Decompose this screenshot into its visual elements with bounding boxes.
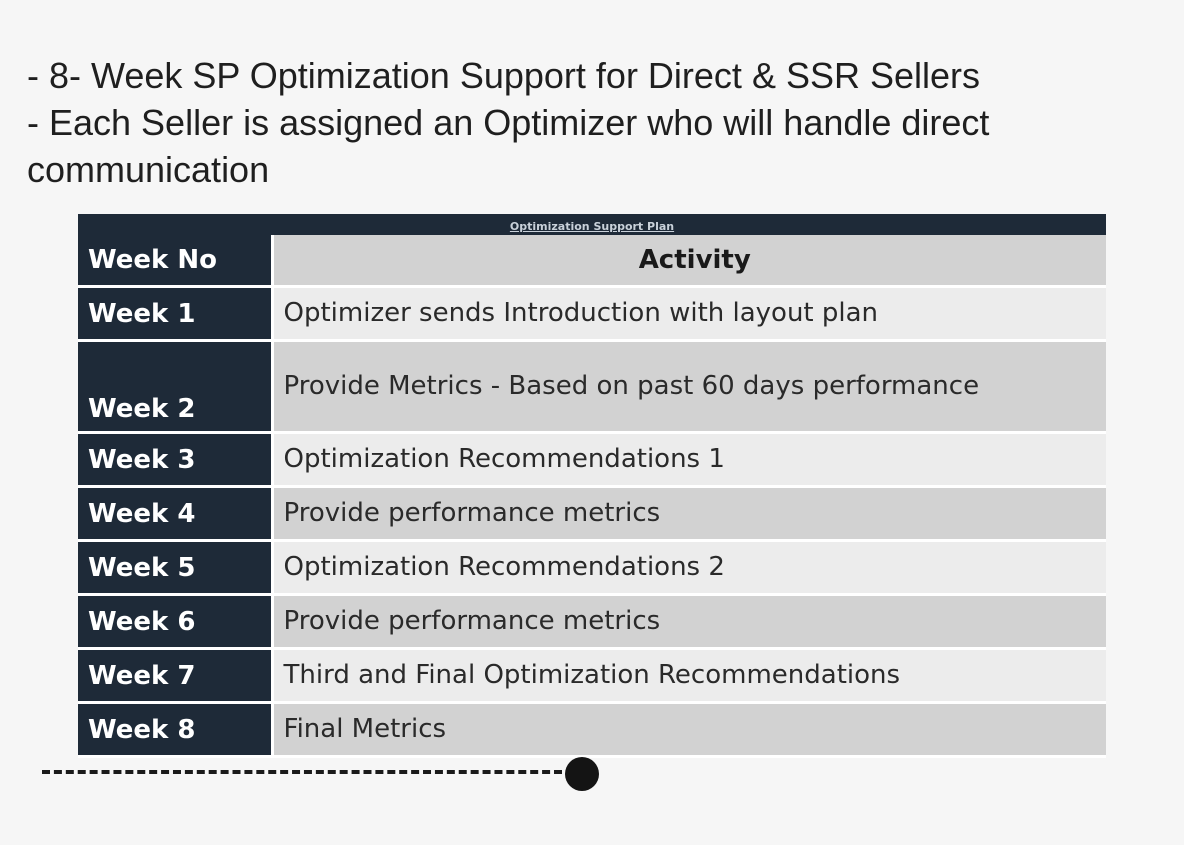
table-row: Week 3 Optimization Recommendations 1 — [78, 432, 1106, 488]
activity-cell: Optimizer sends Introduction with layout… — [272, 286, 1106, 342]
table-row: Week 1 Optimizer sends Introduction with… — [78, 286, 1106, 342]
plan-title: Optimization Support Plan — [78, 214, 1106, 235]
week-cell: Week 6 — [78, 594, 274, 650]
week-cell: Week 1 — [78, 286, 274, 342]
activity-cell: Provide performance metrics — [272, 486, 1106, 542]
activity-cell: Optimization Recommendations 1 — [272, 432, 1106, 488]
dashed-connector-line — [42, 770, 562, 774]
bullet-line-3: communication — [27, 149, 270, 190]
table-row: Week 5 Optimization Recommendations 2 — [78, 540, 1106, 596]
table-row: Week 6 Provide performance metrics — [78, 594, 1106, 650]
week-cell: Week 7 — [78, 648, 274, 704]
bullet-line-2: - Each Seller is assigned an Optimizer w… — [27, 102, 990, 143]
activity-cell: Optimization Recommendations 2 — [272, 540, 1106, 596]
slide-bullets: - 8- Week SP Optimization Support for Di… — [27, 52, 1147, 193]
week-cell: Week 4 — [78, 486, 274, 542]
activity-header: Activity — [272, 235, 1106, 288]
activity-cell: Provide Metrics - Based on past 60 days … — [272, 340, 1106, 434]
table-row: Week 4 Provide performance metrics — [78, 486, 1106, 542]
activity-cell: Provide performance metrics — [272, 594, 1106, 650]
table-row: Week 7 Third and Final Optimization Reco… — [78, 648, 1106, 704]
plan-table: Week No Activity Week 1 Optimizer sends … — [78, 235, 1106, 758]
activity-cell: Third and Final Optimization Recommendat… — [272, 648, 1106, 704]
week-cell: Week 3 — [78, 432, 274, 488]
activity-cell: Final Metrics — [272, 702, 1106, 758]
table-row: Week 2 Provide Metrics - Based on past 6… — [78, 340, 1106, 434]
week-no-header: Week No — [78, 235, 274, 288]
table-header-row: Week No Activity — [78, 235, 1106, 288]
bullet-line-1: - 8- Week SP Optimization Support for Di… — [27, 55, 981, 96]
week-cell: Week 8 — [78, 702, 274, 758]
optimization-support-plan: Optimization Support Plan Week No Activi… — [78, 214, 1106, 758]
table-row: Week 8 Final Metrics — [78, 702, 1106, 758]
week-cell: Week 2 — [78, 340, 274, 434]
week-cell: Week 5 — [78, 540, 274, 596]
connector-dot — [565, 757, 599, 791]
